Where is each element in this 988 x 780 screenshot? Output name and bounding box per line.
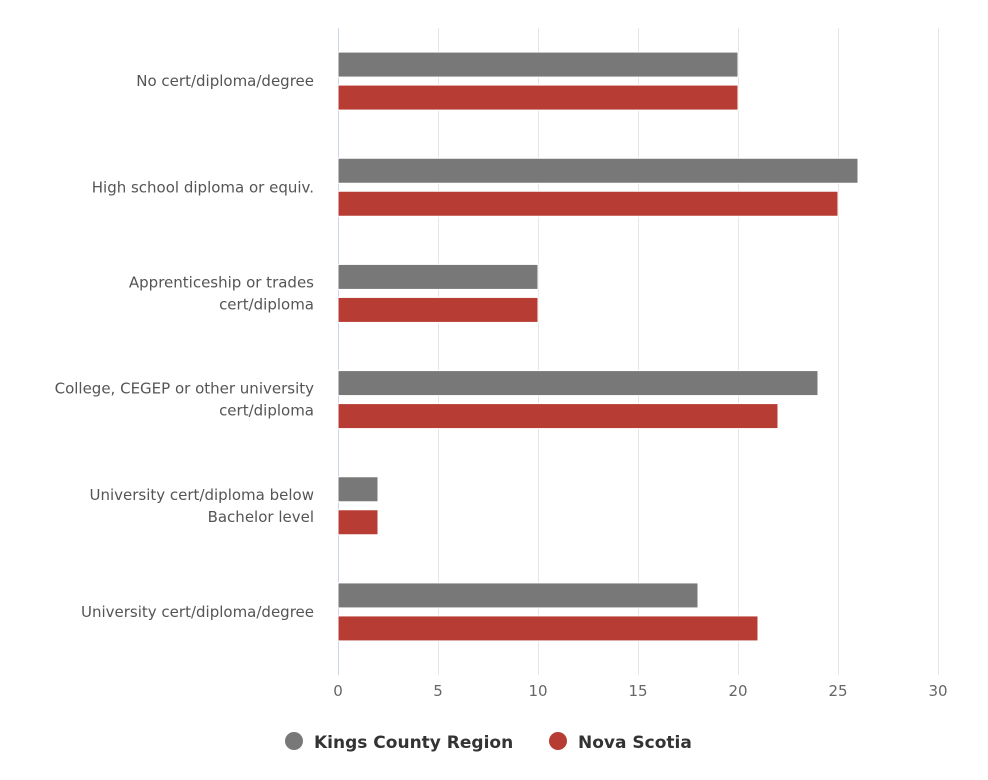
category-label: College, CEGEP or other university cert/d… bbox=[55, 380, 315, 420]
bar-kings-county[interactable] bbox=[337, 263, 539, 290]
category-label: Apprenticeship or trades cert/diploma bbox=[129, 273, 314, 313]
legend-item-kings-county[interactable]: Kings County Region bbox=[285, 732, 513, 753]
category-label: University cert/diploma below Bachelor le… bbox=[89, 486, 314, 526]
bar-nova-scotia[interactable] bbox=[337, 296, 539, 323]
x-tick-label: 25 bbox=[828, 682, 847, 700]
bar-kings-county[interactable] bbox=[337, 582, 699, 609]
legend-label: Nova Scotia bbox=[578, 733, 692, 753]
category-label-line: High school diploma or equiv. bbox=[92, 178, 314, 196]
category-label-line: University cert/diploma below bbox=[89, 486, 314, 504]
category-label-line: No cert/diploma/degree bbox=[136, 72, 314, 90]
legend[interactable]: Kings County Region Nova Scotia bbox=[285, 732, 692, 753]
category-labels: No cert/diploma/degree High school diplom… bbox=[55, 72, 315, 621]
bar-nova-scotia[interactable] bbox=[337, 509, 379, 536]
x-tick-label: 20 bbox=[728, 682, 747, 700]
bar-kings-county[interactable] bbox=[337, 51, 739, 78]
x-tick-labels: 0 5 10 15 20 25 30 bbox=[333, 682, 947, 700]
legend-label: Kings County Region bbox=[314, 733, 513, 753]
bar-kings-county[interactable] bbox=[337, 370, 819, 397]
category-label-line: cert/diploma bbox=[219, 402, 314, 420]
category-label-line: Apprenticeship or trades bbox=[129, 273, 314, 291]
legend-item-nova-scotia[interactable]: Nova Scotia bbox=[549, 732, 692, 753]
x-tick-label: 15 bbox=[628, 682, 647, 700]
bar-kings-county[interactable] bbox=[337, 476, 379, 503]
bar-kings-county[interactable] bbox=[337, 157, 859, 184]
category-label-line: University cert/diploma/degree bbox=[81, 603, 314, 621]
gridlines bbox=[338, 28, 939, 675]
legend-marker-icon bbox=[285, 732, 303, 750]
bars bbox=[337, 51, 859, 642]
bar-nova-scotia[interactable] bbox=[337, 190, 839, 217]
category-label-line: College, CEGEP or other university bbox=[55, 380, 315, 398]
bar-nova-scotia[interactable] bbox=[337, 615, 759, 642]
category-label: University cert/diploma/degree bbox=[81, 603, 314, 621]
category-label: No cert/diploma/degree bbox=[136, 72, 314, 90]
category-label: High school diploma or equiv. bbox=[92, 178, 314, 196]
x-tick-label: 5 bbox=[433, 682, 443, 700]
legend-marker-icon bbox=[549, 732, 567, 750]
category-label-line: cert/diploma bbox=[219, 295, 314, 313]
bar-nova-scotia[interactable] bbox=[337, 84, 739, 111]
x-tick-label: 0 bbox=[333, 682, 343, 700]
category-label-line: Bachelor level bbox=[208, 508, 314, 526]
bar-nova-scotia[interactable] bbox=[337, 403, 779, 430]
x-tick-label: 30 bbox=[928, 682, 947, 700]
x-tick-label: 10 bbox=[528, 682, 547, 700]
